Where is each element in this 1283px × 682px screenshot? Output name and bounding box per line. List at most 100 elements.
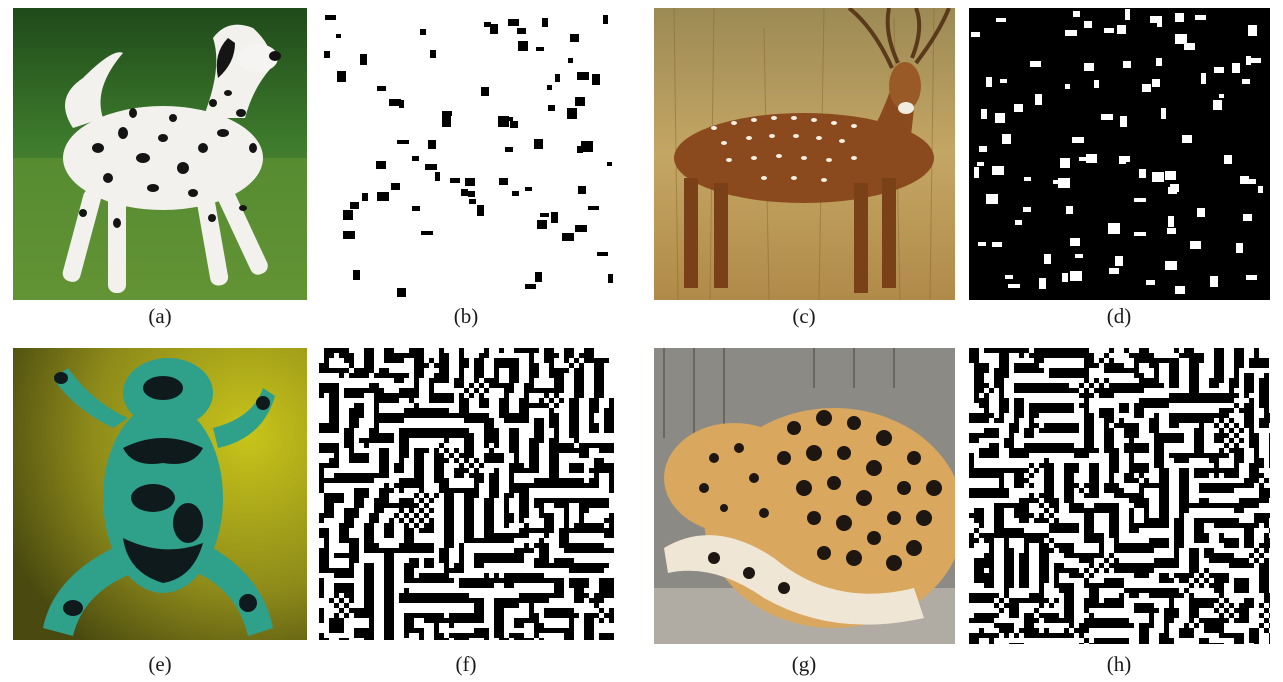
pattern-spot (1070, 238, 1080, 246)
pattern-spot (535, 272, 542, 282)
panel-h-labyrinth-pattern (969, 348, 1270, 644)
binary-pattern-f (319, 348, 614, 640)
pattern-spot (1142, 84, 1151, 92)
caption-c: (c) (792, 304, 816, 328)
pattern-spot (1240, 176, 1249, 184)
pattern-spot (465, 178, 475, 186)
pattern-spot (1035, 94, 1042, 105)
panel-c-deer-photo (654, 8, 955, 300)
pattern-spot (1066, 206, 1073, 214)
pattern-spot (389, 99, 401, 106)
panel-e-frog-photo (13, 348, 307, 640)
pattern-spot (1000, 79, 1007, 83)
pattern-spot (1023, 207, 1031, 212)
pattern-spot (603, 15, 608, 24)
pattern-spot (1182, 135, 1192, 143)
pattern-spot (1086, 154, 1097, 163)
pattern-spot (981, 109, 987, 119)
caption-a: (a) (148, 304, 172, 328)
pattern-spot (1232, 63, 1240, 73)
pattern-spot (518, 41, 528, 51)
pattern-spot (588, 206, 599, 210)
pattern-spot (992, 166, 1004, 175)
pattern-spot (562, 233, 574, 241)
pattern-spot (499, 178, 508, 185)
pattern-spot (512, 191, 519, 196)
pattern-spot (1060, 158, 1070, 168)
pattern-spot (1197, 208, 1205, 217)
pattern-spot (1167, 228, 1176, 234)
panel-a-dalmatian-photo (13, 8, 307, 300)
pattern-spot (542, 18, 548, 27)
pattern-spot (469, 199, 476, 204)
pattern-spot (1119, 156, 1126, 164)
pattern-spot (1157, 23, 1162, 27)
pattern-spot (1165, 261, 1177, 270)
pattern-spot (1139, 169, 1146, 178)
pattern-spot (397, 140, 409, 144)
panel-f-labyrinth-pattern (319, 348, 614, 640)
pattern-spot (477, 205, 484, 216)
pattern-spot (568, 58, 573, 63)
pattern-spot (1146, 280, 1155, 285)
binary-pattern-d (969, 8, 1270, 300)
pattern-spot (551, 212, 558, 223)
pattern-spot (986, 194, 998, 204)
pattern-spot (468, 191, 475, 197)
pattern-spot (1053, 180, 1058, 184)
caption-f: (f) (455, 652, 477, 676)
pattern-spot (1024, 177, 1031, 181)
caption-b: (b) (453, 304, 479, 328)
pattern-spot (362, 193, 368, 201)
pattern-spot (974, 167, 979, 178)
pattern-spot (350, 202, 359, 209)
pattern-spot (505, 147, 513, 152)
pattern-spot (420, 29, 426, 35)
pattern-spot (1079, 157, 1091, 161)
panel-b-sparse-spot-pattern (319, 8, 614, 300)
pattern-spot (1123, 61, 1131, 68)
pattern-spot (324, 51, 330, 58)
pattern-spot (1250, 58, 1261, 63)
pattern-spot (1156, 58, 1162, 66)
pattern-spot (1120, 116, 1127, 127)
pattern-spot (1125, 9, 1130, 20)
pattern-spot (442, 116, 451, 127)
pattern-spot (1058, 178, 1070, 188)
pattern-spot (1062, 273, 1068, 282)
pattern-spot (1065, 84, 1070, 89)
pattern-spot (537, 220, 547, 229)
leopard-image (654, 348, 955, 644)
caption-e: (e) (148, 652, 172, 676)
caption-d: (d) (1106, 304, 1132, 328)
pattern-spot (1175, 13, 1184, 22)
pattern-spot (1201, 73, 1206, 84)
pattern-spot (548, 105, 555, 111)
pattern-spot (1109, 268, 1119, 274)
pattern-spot (517, 28, 526, 34)
binary-pattern-h (969, 348, 1270, 644)
pattern-spot (1070, 271, 1082, 281)
pattern-spot (498, 116, 509, 127)
pattern-spot (1005, 275, 1013, 279)
pattern-spot (597, 252, 608, 256)
pattern-spot (1084, 63, 1094, 71)
frog-image (13, 348, 307, 640)
pattern-spot (1101, 114, 1113, 120)
pattern-spot (567, 108, 577, 119)
pattern-spot (1243, 214, 1252, 221)
pattern-spot (450, 178, 460, 183)
pattern-spot (435, 172, 440, 181)
pattern-spot (1014, 104, 1023, 112)
pattern-spot (1152, 172, 1164, 182)
pattern-spot (1134, 198, 1146, 202)
pattern-spot (1214, 67, 1224, 73)
pattern-spot (986, 77, 992, 87)
pattern-spot (1044, 254, 1051, 264)
pattern-spot (481, 87, 489, 96)
panel-g-leopard-photo (654, 348, 955, 644)
pattern-spot (1161, 108, 1166, 119)
pattern-spot (1117, 25, 1126, 34)
pattern-spot (607, 162, 612, 166)
pattern-spot (540, 213, 549, 217)
